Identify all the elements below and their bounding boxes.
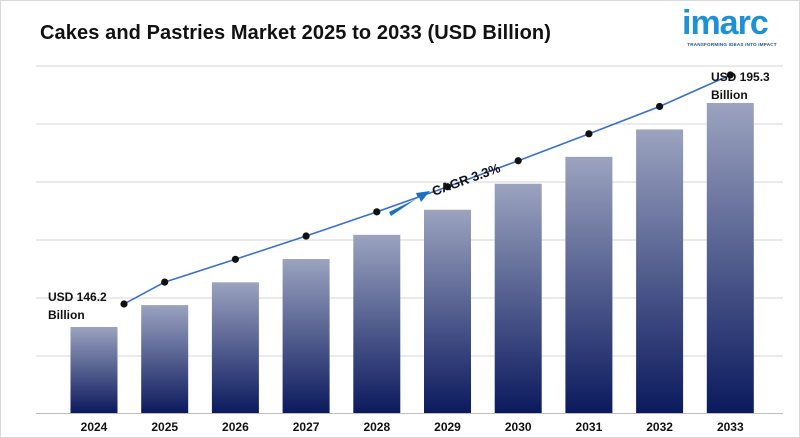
x-tick-label: 2032 bbox=[646, 420, 673, 434]
x-tick-label: 2030 bbox=[505, 420, 532, 434]
x-tick-label: 2031 bbox=[576, 420, 603, 434]
trend-marker-2027 bbox=[302, 232, 310, 240]
x-axis-ticks: 2024 2025 2026 2027 2028 2029 2030 2031 2032 2033 bbox=[81, 420, 744, 434]
x-tick-label: 2028 bbox=[363, 420, 390, 434]
bar-2030 bbox=[494, 183, 542, 413]
trend-marker-2025 bbox=[161, 278, 169, 286]
cagr-arrow bbox=[389, 191, 430, 216]
logo-tagline: TRANSFORMING IDEAS INTO IMPACT bbox=[687, 42, 777, 47]
end-value-line2: Billion bbox=[711, 88, 748, 102]
x-tick-label: 2033 bbox=[717, 420, 744, 434]
bar-2032 bbox=[636, 129, 684, 414]
bar-2031 bbox=[565, 156, 613, 413]
logo-wordmark: imarc bbox=[682, 4, 769, 42]
x-tick-label: 2026 bbox=[222, 420, 249, 434]
bar-2029 bbox=[424, 209, 471, 413]
trend-polyline bbox=[123, 74, 731, 305]
trend-line bbox=[120, 71, 734, 308]
trend-marker-2026 bbox=[231, 255, 239, 263]
x-tick-label: 2025 bbox=[151, 420, 178, 434]
bar-2033 bbox=[706, 103, 754, 413]
x-tick-label: 2027 bbox=[293, 420, 320, 434]
cagr-label: CAGR 3.3% bbox=[430, 160, 503, 199]
trend-marker-2030 bbox=[514, 157, 522, 165]
trend-marker-2028 bbox=[373, 208, 381, 216]
x-tick-label: 2029 bbox=[434, 420, 461, 434]
trend-marker-2033 bbox=[726, 71, 734, 79]
trend-marker-2029 bbox=[443, 183, 452, 191]
bar-2026 bbox=[211, 282, 259, 413]
imarc-logo: imarc TRANSFORMING IDEAS INTO IMPACT bbox=[676, 4, 788, 50]
bars bbox=[70, 103, 754, 414]
bar-2024 bbox=[70, 327, 118, 413]
chart-title: Cakes and Pastries Market 2025 to 2033 (… bbox=[40, 22, 551, 44]
end-value-line1: USD 195.3 bbox=[711, 70, 770, 84]
trend-marker-2032 bbox=[656, 102, 664, 111]
end-value-annotation: USD 195.3 Billion bbox=[711, 68, 770, 104]
trend-marker-2024 bbox=[120, 300, 128, 308]
trend-marker-2031 bbox=[585, 130, 593, 138]
start-value-line2: Billion bbox=[48, 308, 85, 322]
bar-2028 bbox=[353, 234, 401, 413]
bar-2025 bbox=[141, 305, 189, 413]
bar-2027 bbox=[282, 259, 330, 413]
x-tick-label: 2024 bbox=[81, 420, 108, 434]
start-value-line1: USD 146.2 bbox=[48, 290, 107, 304]
start-value-annotation: USD 146.2 Billion bbox=[48, 288, 107, 324]
